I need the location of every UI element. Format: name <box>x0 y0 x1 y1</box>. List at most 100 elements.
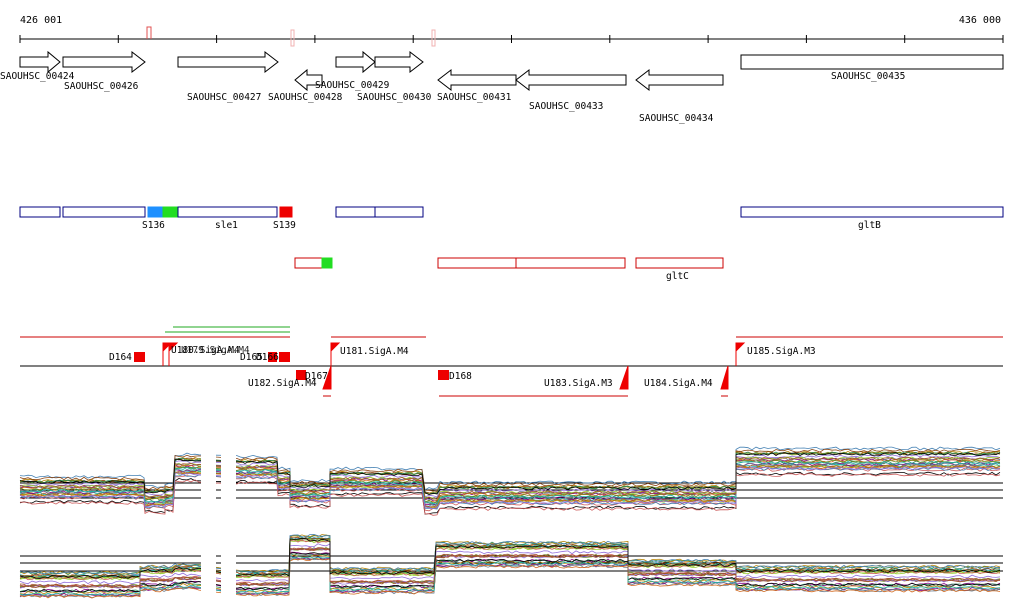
gene-arrow-shape <box>437 68 517 92</box>
feature-label: gltC <box>666 271 689 282</box>
gene-arrow-shape <box>635 68 724 92</box>
feature-label: S136 <box>142 220 165 231</box>
panel-gap <box>221 445 236 515</box>
gene-arrow[interactable]: SAOUHSC_00427 <box>177 50 279 103</box>
feature-box[interactable] <box>19 206 61 218</box>
promoter-flag[interactable] <box>162 342 173 366</box>
expression-panel-bottom <box>19 533 1003 605</box>
gene-arrow[interactable]: SAOUHSC_00433 <box>515 68 627 112</box>
expression-profile-line <box>19 557 1001 599</box>
feature-track-red: gltC <box>294 257 724 282</box>
feature-label: gltB <box>858 220 881 231</box>
expression-profile-line <box>19 547 1001 589</box>
regulatory-label: D165 <box>240 352 263 363</box>
gene-arrow[interactable]: SAOUHSC_00434 <box>635 68 724 124</box>
ruler-marker <box>290 29 295 47</box>
gene-arrow-shape <box>335 50 376 74</box>
terminator-box[interactable] <box>438 370 449 380</box>
gene-arrow-shape <box>374 50 424 74</box>
panel-gap <box>201 535 216 605</box>
feature-label: sle1 <box>215 220 238 231</box>
ruler-ticks <box>19 35 1004 43</box>
expression-panel-top <box>19 445 1003 516</box>
expression-profile-line <box>19 557 1001 599</box>
feature-highlight-green[interactable] <box>162 206 179 218</box>
terminator-box[interactable] <box>296 370 306 380</box>
gene-arrow[interactable]: SAOUHSC_00428 <box>268 68 343 103</box>
gene-box-shape <box>740 54 1004 70</box>
gene-arrow-shape <box>515 68 627 92</box>
gene-label: SAOUHSC_00427 <box>187 92 261 103</box>
gene-box[interactable]: SAOUHSC_00435 <box>740 54 1004 82</box>
regulatory-label: U185.SigA.M3 <box>747 346 816 357</box>
gene-arrow[interactable]: SAOUHSC_00431 <box>437 68 517 103</box>
feature-box[interactable] <box>437 257 626 269</box>
panel-gap <box>201 445 216 515</box>
regulatory-label: U180.SigA.M4 <box>171 345 240 356</box>
promoter-flag[interactable] <box>619 365 629 390</box>
expression-profile-line <box>19 473 1001 516</box>
ruler-marker <box>431 29 436 47</box>
gene-label: SAOUHSC_00430 <box>357 92 432 103</box>
ruler-marker <box>146 26 152 39</box>
regulatory-label: U184.SigA.M4 <box>644 378 713 389</box>
gene-label: SAOUHSC_00431 <box>437 92 512 103</box>
gene-arrow[interactable]: SAOUHSC_00426 <box>62 50 146 92</box>
feature-box[interactable] <box>62 206 146 218</box>
terminator-box[interactable] <box>268 352 277 362</box>
gene-label: SAOUHSC_00424 <box>0 71 75 82</box>
gene-label: SAOUHSC_00426 <box>64 81 139 92</box>
expression-profile-line <box>19 552 1001 593</box>
terminator-box[interactable] <box>279 352 290 362</box>
expression-profiles-top <box>19 446 1001 516</box>
gene-label: SAOUHSC_00435 <box>831 71 905 82</box>
expression-profile-line <box>19 543 1001 585</box>
feature-box[interactable] <box>177 206 278 218</box>
regulatory-track: D164 U180.SigA.M4 U179.SigA.M4 D165 D166… <box>20 326 1003 397</box>
regulatory-label: D167 <box>305 371 328 382</box>
feature-box[interactable] <box>335 206 424 218</box>
regulatory-label: U183.SigA.M3 <box>544 378 613 389</box>
gene-arrow[interactable]: SAOUHSC_00430 <box>357 50 432 103</box>
regulatory-label: U181.SigA.M4 <box>340 346 409 357</box>
gene-arrow-shape <box>62 50 146 74</box>
regulatory-label: D166 <box>256 352 279 363</box>
feature-highlight-green[interactable] <box>321 257 333 269</box>
feature-box[interactable] <box>635 257 724 269</box>
panel-gap <box>221 535 236 605</box>
feature-highlight-red[interactable] <box>279 206 293 218</box>
expression-profile-line <box>19 556 1001 598</box>
gene-label: SAOUHSC_00429 <box>315 80 390 91</box>
promoter-flag[interactable] <box>322 365 332 390</box>
gene-track: SAOUHSC_00424 SAOUHSC_00426 SAOUHSC_0042… <box>0 50 1004 124</box>
expression-profile-line <box>19 552 1001 593</box>
promoter-flag[interactable] <box>168 342 179 366</box>
feature-box[interactable] <box>294 257 323 269</box>
gene-arrow-shape <box>294 68 323 92</box>
promoter-flag[interactable] <box>735 342 746 366</box>
regulatory-label: U182.SigA.M4 <box>248 378 317 389</box>
terminator-box[interactable] <box>134 352 145 362</box>
feature-box[interactable] <box>740 206 1004 218</box>
ruler-end-label: 436 000 <box>959 15 1001 26</box>
expression-profile-line <box>19 534 1001 575</box>
feature-highlight-blue[interactable] <box>147 206 164 218</box>
gene-label: SAOUHSC_00434 <box>639 113 714 124</box>
gene-arrow[interactable]: SAOUHSC_00429 <box>315 50 390 91</box>
gene-arrow-shape <box>19 50 61 74</box>
expression-profile-line <box>19 452 1001 495</box>
feature-label: S139 <box>273 220 296 231</box>
promoter-flag[interactable] <box>720 365 729 390</box>
promoter-flag[interactable] <box>330 342 341 366</box>
expression-profile-line <box>19 555 1001 596</box>
ruler-start-label: 426 001 <box>20 15 62 26</box>
regulatory-label: D164 <box>109 352 132 363</box>
gene-arrow[interactable]: SAOUHSC_00424 <box>0 50 75 82</box>
regulatory-label: D168 <box>449 371 472 382</box>
expression-profile-line <box>19 533 1001 575</box>
gene-arrow-shape <box>177 50 279 74</box>
regulatory-label: U179.SigA.M4 <box>181 345 250 356</box>
feature-track-blue: S136 sle1 S139 gltB <box>19 206 1004 231</box>
